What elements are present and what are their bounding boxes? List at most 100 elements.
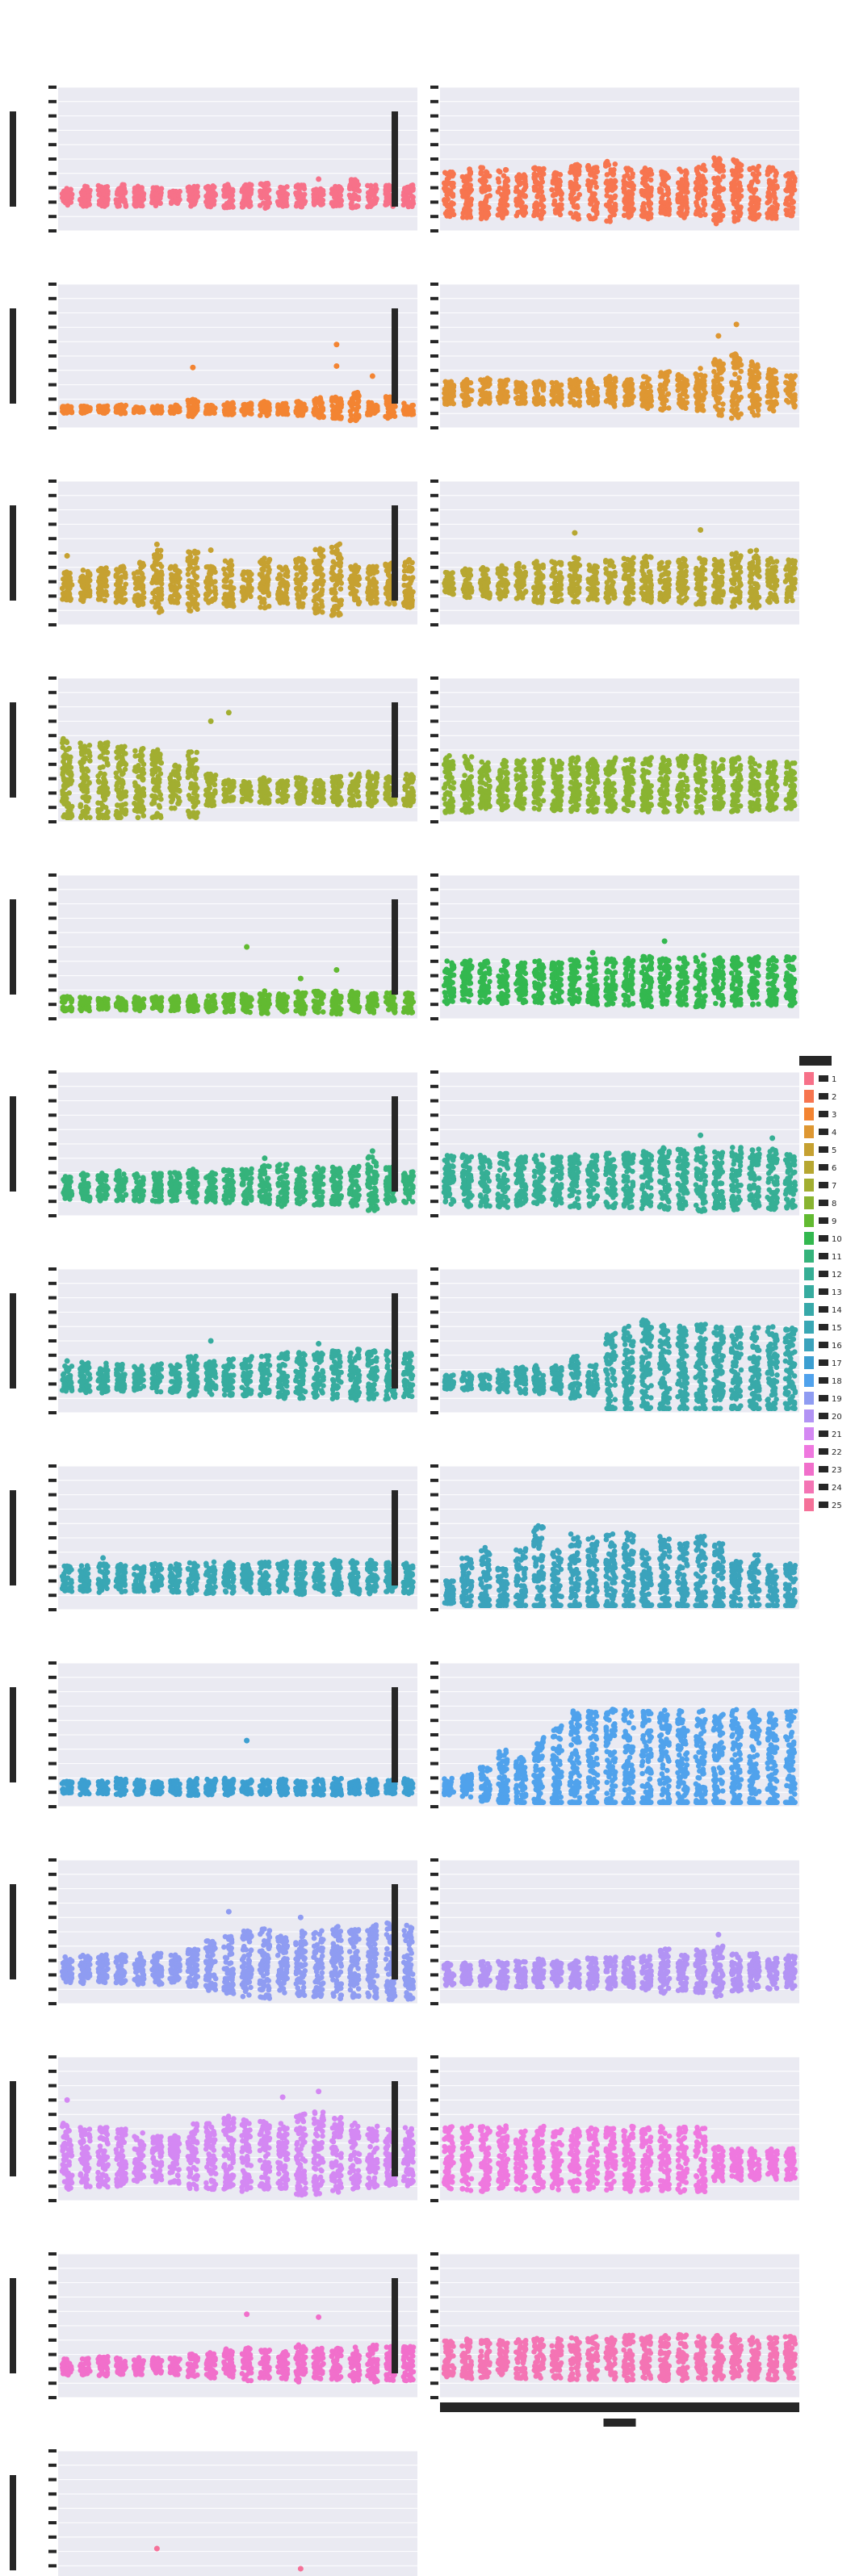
y-tick-mark [48, 200, 57, 203]
data-point [300, 204, 305, 210]
data-point [641, 211, 647, 216]
data-point [766, 392, 772, 398]
data-point [463, 381, 468, 387]
data-point [226, 411, 232, 417]
data-point [714, 164, 719, 170]
data-point [522, 186, 528, 192]
data-point [191, 398, 196, 404]
data-point [348, 585, 354, 591]
data-point [697, 208, 702, 214]
data-point [573, 211, 579, 216]
data-point [765, 200, 770, 206]
data-point [608, 195, 614, 200]
data-point [157, 188, 163, 194]
data-point [631, 183, 636, 189]
data-point [385, 395, 391, 400]
y-tick-mark [430, 229, 438, 232]
data-point [607, 184, 613, 190]
data-point [737, 163, 743, 169]
data-point [264, 413, 270, 418]
data-point [187, 562, 193, 568]
data-point [300, 556, 305, 562]
data-point [701, 375, 706, 380]
data-point [248, 572, 254, 578]
outlier-point [333, 363, 339, 369]
data-point [576, 184, 581, 190]
data-point [205, 203, 211, 209]
data-point [622, 174, 627, 179]
data-point [556, 188, 562, 194]
data-point [625, 168, 631, 174]
data-point [226, 560, 232, 566]
data-point [499, 379, 505, 384]
facet-panel-1 [10, 86, 417, 232]
data-point [104, 193, 110, 199]
data-point [135, 569, 140, 575]
data-point [275, 593, 281, 599]
data-point [320, 604, 325, 609]
data-point [605, 172, 610, 178]
data-point [86, 572, 92, 577]
data-point [696, 392, 702, 398]
data-point [768, 209, 773, 215]
y-tick-mark [48, 100, 57, 103]
data-point [266, 182, 271, 188]
data-point [134, 203, 140, 208]
data-point [551, 180, 556, 186]
data-point [64, 410, 69, 416]
outlier-point [65, 188, 70, 194]
data-point [621, 186, 627, 191]
y-tick-mark [48, 551, 57, 555]
data-point [480, 203, 485, 209]
data-point [720, 401, 726, 407]
data-point [772, 194, 777, 199]
data-point [640, 384, 646, 390]
data-point [665, 192, 671, 198]
data-point [608, 400, 614, 405]
data-point [463, 210, 468, 216]
data-point [657, 186, 663, 192]
data-point [279, 583, 284, 589]
data-point [294, 560, 300, 566]
y-tick-mark [430, 128, 438, 132]
data-point [751, 165, 757, 171]
data-point [648, 206, 653, 212]
data-point [541, 398, 547, 404]
data-point [174, 198, 179, 203]
data-point [266, 568, 272, 573]
data-point [329, 396, 335, 401]
data-point [646, 403, 652, 408]
data-point [98, 572, 104, 578]
data-point [247, 187, 253, 193]
data-point [568, 180, 574, 186]
data-point [717, 169, 723, 174]
data-point [315, 559, 321, 564]
data-point [586, 381, 592, 387]
data-point [513, 197, 519, 203]
data-point [244, 404, 249, 409]
data-point [387, 573, 392, 579]
y-tick-mark [48, 412, 57, 415]
data-point [152, 574, 157, 580]
data-point [661, 402, 667, 408]
data-point [681, 389, 687, 395]
data-point [593, 393, 598, 399]
y-tick-mark [48, 369, 57, 372]
data-point [249, 182, 254, 188]
data-point [749, 359, 755, 365]
data-point [333, 192, 339, 198]
data-point [81, 568, 86, 573]
data-point [82, 191, 87, 197]
data-point [135, 584, 140, 590]
y-tick-mark [48, 325, 57, 329]
data-point [576, 163, 582, 169]
data-point [532, 209, 538, 215]
data-point [119, 190, 124, 195]
facet-panel-5 [10, 480, 417, 626]
data-point [732, 186, 738, 191]
data-point [337, 612, 343, 618]
data-point [372, 593, 378, 599]
facet-panel-2 [392, 86, 799, 232]
data-point [698, 186, 704, 191]
data-point [497, 170, 503, 175]
